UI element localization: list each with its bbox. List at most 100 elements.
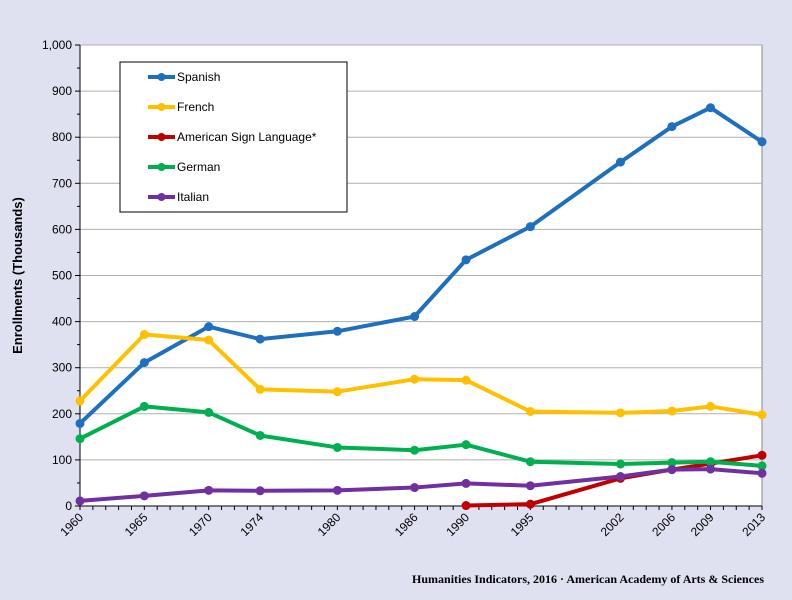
- data-point: [667, 458, 677, 468]
- data-point: [525, 499, 535, 509]
- data-point: [525, 457, 535, 467]
- data-point: [410, 374, 420, 384]
- x-tick-label: 2013: [739, 510, 768, 539]
- legend-label: German: [177, 160, 220, 174]
- data-point: [667, 122, 677, 132]
- source-note: Humanities Indicators, 2016 · American A…: [412, 572, 764, 586]
- data-point: [615, 408, 625, 418]
- data-point: [757, 450, 767, 460]
- data-point: [332, 326, 342, 336]
- data-point: [75, 418, 85, 428]
- x-tick-label: 1960: [57, 510, 86, 539]
- legend-label: Spanish: [177, 70, 220, 84]
- data-point: [615, 471, 625, 481]
- legend-marker: [157, 163, 166, 171]
- y-tick-label: 400: [52, 315, 72, 329]
- x-tick-label: 1990: [443, 510, 472, 539]
- data-point: [204, 335, 214, 345]
- x-tick-label: 1980: [315, 510, 344, 539]
- data-point: [757, 468, 767, 478]
- x-tick-label: 2006: [649, 510, 678, 539]
- data-point: [410, 445, 420, 455]
- data-point: [667, 406, 677, 416]
- y-tick-label: 700: [52, 176, 72, 190]
- data-point: [75, 396, 85, 406]
- x-tick-label: 1974: [237, 510, 266, 539]
- x-tick-label: 1986: [392, 510, 421, 539]
- data-point: [204, 485, 214, 495]
- data-point: [461, 478, 471, 488]
- data-point: [525, 481, 535, 491]
- series-group: [75, 103, 767, 511]
- data-point: [75, 496, 85, 506]
- data-point: [525, 406, 535, 416]
- data-point: [525, 222, 535, 232]
- data-point: [255, 486, 265, 496]
- legend-marker: [157, 103, 166, 111]
- legend-label: American Sign Language*: [177, 130, 317, 144]
- data-point: [139, 358, 149, 368]
- legend-item: Italian: [148, 190, 209, 204]
- legend-marker: [157, 73, 166, 81]
- data-point: [615, 157, 625, 167]
- legend-item: Spanish: [148, 70, 220, 84]
- data-point: [139, 330, 149, 340]
- data-point: [204, 407, 214, 417]
- data-point: [332, 442, 342, 452]
- series-line: [79, 404, 763, 468]
- data-point: [75, 434, 85, 444]
- x-tick-label: 1970: [186, 510, 215, 539]
- y-tick-label: 0: [65, 499, 72, 513]
- y-tick-label: 200: [52, 407, 72, 421]
- data-point: [461, 255, 471, 265]
- legend-label: Italian: [177, 190, 209, 204]
- data-point: [757, 461, 767, 471]
- x-axis-ticks: 1960 1965 1970 1974 1980 1986 1990 1995 2002 2006…: [57, 506, 768, 539]
- data-point: [461, 375, 471, 385]
- series-line: [79, 467, 763, 503]
- y-tick-label: 800: [52, 130, 72, 144]
- series-german: [75, 401, 767, 471]
- data-point: [757, 137, 767, 147]
- y-axis-title: Enrollments (Thousands): [10, 197, 25, 354]
- data-point: [410, 483, 420, 493]
- x-tick-label: 1995: [508, 510, 537, 539]
- data-point: [332, 485, 342, 495]
- legend-item: German: [148, 160, 220, 174]
- y-tick-label: 500: [52, 269, 72, 283]
- legend-item: French: [148, 100, 214, 114]
- data-point: [255, 384, 265, 394]
- x-tick-label: 2002: [598, 510, 627, 539]
- y-axis-ticks: 0 100 200 300 400 500 600 700 800 900 1,000: [42, 38, 80, 513]
- series-french: [75, 330, 767, 420]
- data-point: [667, 465, 677, 475]
- data-point: [706, 401, 716, 411]
- legend-marker: [157, 193, 166, 201]
- series-line: [78, 105, 764, 425]
- y-tick-label: 600: [52, 222, 72, 236]
- y-tick-label: 1,000: [42, 38, 72, 52]
- series-italian: [75, 464, 767, 506]
- legend-marker: [157, 133, 166, 141]
- data-point: [706, 103, 716, 113]
- data-point: [139, 401, 149, 411]
- data-point: [615, 459, 625, 469]
- legend: Spanish French American Sign Language* Germ…: [119, 61, 348, 213]
- series-line: [78, 332, 763, 417]
- data-point: [461, 501, 471, 511]
- data-point: [410, 312, 420, 322]
- legend-item: American Sign Language*: [148, 130, 317, 144]
- data-point: [706, 457, 716, 467]
- y-tick-label: 900: [52, 84, 72, 98]
- data-point: [255, 334, 265, 344]
- series-spanish: [75, 103, 767, 428]
- data-point: [706, 464, 716, 474]
- data-point: [757, 410, 767, 420]
- y-tick-label: 300: [52, 361, 72, 375]
- data-point: [461, 440, 471, 450]
- legend-label: French: [177, 100, 214, 114]
- data-point: [204, 322, 214, 332]
- data-point: [139, 491, 149, 501]
- y-tick-label: 100: [52, 453, 72, 467]
